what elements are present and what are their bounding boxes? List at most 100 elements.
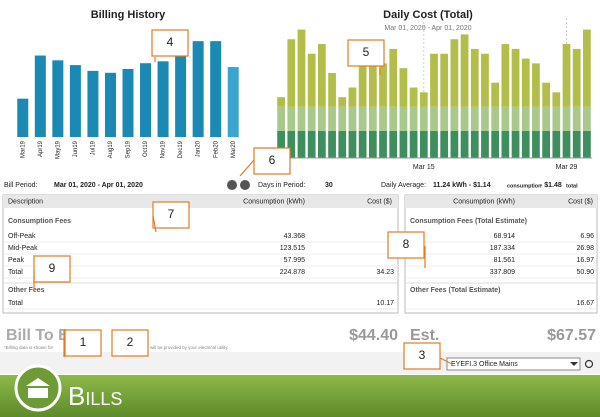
- bar: [122, 68, 134, 137]
- x-tick-label: Feb20: [213, 140, 219, 158]
- period-info: Bill Period: Mar 01, 2020 - Apr 01, 2020…: [4, 180, 578, 190]
- callout: 7: [152, 201, 190, 233]
- callout-line: [239, 159, 255, 177]
- callout-box: [403, 342, 441, 370]
- cost: 26.98: [576, 245, 594, 252]
- bar-segment: [307, 130, 316, 158]
- estimate-label: Est.: [410, 327, 439, 344]
- bar-segment: [317, 44, 326, 107]
- bar-segment: [521, 58, 530, 107]
- days: 30: [325, 182, 333, 189]
- edit-icon[interactable]: [227, 180, 237, 190]
- banner: [0, 375, 600, 417]
- cost: 16.97: [576, 257, 594, 264]
- bar-segment: [287, 39, 296, 107]
- bar-segment: [532, 130, 540, 158]
- x-tick-label: Oct19: [143, 140, 149, 157]
- total-average: - $1.48: [540, 182, 562, 189]
- bar-segment: [307, 53, 316, 107]
- bar-segment: [552, 130, 561, 158]
- bar-segment: [562, 44, 571, 107]
- bar-segment: [481, 53, 489, 107]
- column-header: Description: [8, 198, 43, 205]
- callout-box: [111, 329, 149, 357]
- x-tick-label: Mar 15: [413, 164, 435, 171]
- row-label: Total: [8, 269, 23, 276]
- bar-segment: [328, 106, 336, 131]
- consumption: 123.515: [280, 245, 305, 252]
- bar-segment: [430, 53, 438, 107]
- bar-segment: [409, 106, 418, 131]
- callout: 3: [403, 342, 453, 370]
- bar-segment: [572, 48, 581, 107]
- row-label: Peak: [8, 257, 24, 264]
- section-title: Other Fees: [8, 287, 45, 294]
- cost: 50.90: [576, 269, 594, 276]
- x-tick-label: Nov19: [161, 140, 167, 158]
- bar-segment: [338, 130, 347, 158]
- bar-segment: [430, 130, 438, 158]
- row-label: Total: [8, 300, 23, 307]
- bar-segment: [511, 48, 520, 107]
- consumption: 57.995: [284, 257, 306, 264]
- bar-segment: [552, 92, 561, 107]
- callout-box: [347, 39, 385, 67]
- bill-amount: $44.40: [349, 327, 398, 344]
- bar-segment: [368, 130, 377, 158]
- info-icon[interactable]: [240, 180, 250, 190]
- bar-segment: [409, 87, 418, 107]
- bar-segment: [277, 130, 285, 158]
- average-label: Daily Average:: [381, 182, 426, 189]
- callout: 8: [387, 231, 426, 268]
- bar-segment: [307, 106, 316, 131]
- bar-segment: [542, 106, 551, 131]
- cost: 6.96: [580, 233, 594, 240]
- callout: 6: [239, 147, 291, 177]
- x-tick-label: Aug19: [108, 140, 114, 158]
- callout: 9: [33, 255, 71, 290]
- bar-segment: [440, 130, 449, 158]
- select-box[interactable]: [446, 357, 581, 371]
- bar-segment: [338, 106, 347, 131]
- days-label: Days in Period:: [258, 182, 306, 189]
- consumption-note: consumption: [507, 183, 542, 189]
- bar-segment: [348, 87, 357, 107]
- callout-box: [152, 201, 190, 229]
- bar-segment: [379, 63, 387, 107]
- bar-segment: [430, 106, 438, 131]
- bar-segment: [297, 130, 306, 158]
- bar: [104, 72, 116, 137]
- bar-segment: [450, 106, 459, 131]
- bill-period: Mar 01, 2020 - Apr 01, 2020: [54, 182, 143, 189]
- bar: [52, 60, 64, 138]
- bar-segment: [297, 106, 306, 131]
- meter-select[interactable]: EYEFI.3 Office Mains: [446, 357, 581, 371]
- bar-segment: [287, 130, 296, 158]
- consumption: 43.368: [284, 233, 306, 240]
- bar-segment: [358, 48, 367, 107]
- bar-segment: [491, 106, 500, 131]
- bar: [192, 41, 204, 137]
- search-icon[interactable]: [584, 359, 594, 369]
- total-note: total: [566, 183, 578, 189]
- callout-number: 3: [419, 348, 426, 362]
- bar: [175, 55, 187, 137]
- tool-icons[interactable]: [227, 180, 250, 190]
- consumption: 81.561: [494, 257, 516, 264]
- consumption: 224.878: [280, 269, 305, 276]
- bar: [17, 98, 29, 137]
- section-title: Consumption Fees (Total Estimate): [410, 218, 527, 225]
- daily-title: Daily Cost (Total): [383, 9, 473, 21]
- bar-segment: [511, 106, 520, 131]
- callout: 2: [111, 329, 149, 357]
- bar-segment: [389, 48, 398, 107]
- callout-box: [33, 255, 71, 283]
- bar-segment: [328, 130, 336, 158]
- callout-box: [387, 231, 425, 259]
- bar-segment: [328, 73, 336, 107]
- bar-segment: [470, 130, 479, 158]
- bar: [34, 55, 46, 137]
- meter-selected[interactable]: EYEFI.3 Office Mains: [451, 361, 518, 368]
- bar-segment: [409, 130, 418, 158]
- bar-segment: [450, 130, 459, 158]
